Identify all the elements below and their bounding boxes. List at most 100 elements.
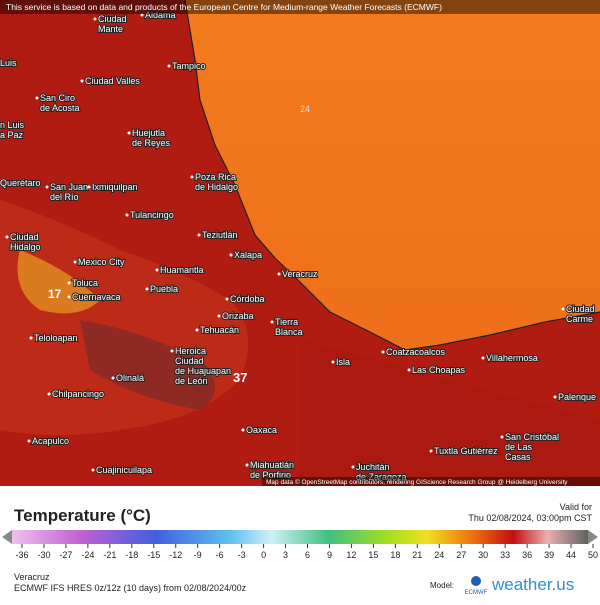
colorbar-tick-label: 30: [478, 550, 488, 560]
city-label: Tulancingo: [130, 210, 174, 220]
city-dot: [111, 376, 115, 380]
colorbar-tick-label: 27: [456, 550, 466, 560]
city-dot: [217, 314, 221, 318]
model: ECMWF: [465, 590, 488, 596]
city-label: Villahermosa: [486, 353, 538, 363]
city-dot: [190, 175, 194, 179]
location: Veracruz: [14, 572, 50, 582]
city-label: San Juan: [50, 182, 88, 192]
valid-time: Thu 02/08/2024, 03:00pm CST: [468, 513, 592, 523]
colorbar-tick-label: 12: [346, 550, 356, 560]
legend-title: Temperature (°C): [14, 506, 151, 525]
city-label: Querétaro: [0, 178, 41, 188]
valid-label: Valid for: [560, 502, 592, 512]
city-label: Tehuacán: [200, 325, 239, 335]
city-label: Ciudad: [175, 356, 204, 366]
city-dot: [170, 349, 174, 353]
city-label: Juchitán: [356, 462, 390, 472]
city-label: Luis: [0, 58, 17, 68]
city-label: Huamantla: [160, 265, 204, 275]
city-label: de Acosta: [40, 103, 80, 113]
city-label: Coatzacoalcos: [386, 347, 446, 357]
city-label: Veracruz: [282, 269, 318, 279]
colorbar-tick-label: -36: [15, 550, 28, 560]
colorbar-tick-label: -9: [194, 550, 202, 560]
city-dot: [73, 260, 77, 264]
city-label: Cuajinicuilapa: [96, 465, 152, 475]
colorbar-tick-label: 33: [500, 550, 510, 560]
city-label: Poza Rica: [195, 172, 236, 182]
colorbar-tick-label: 9: [327, 550, 332, 560]
colorbar-tick-label: 15: [368, 550, 378, 560]
city-dot: [225, 297, 229, 301]
city-label: Orizaba: [222, 311, 254, 321]
city-label: Teziutlán: [202, 230, 238, 240]
ecmwf-icon: [471, 576, 481, 586]
city-dot: [229, 253, 233, 257]
legend-panel: Temperature (°C) Valid for Thu 02/08/202…: [2, 502, 598, 596]
city-dot: [145, 287, 149, 291]
city-label: de Las: [505, 442, 533, 452]
city-dot: [167, 64, 171, 68]
city-label: Ciudad: [566, 304, 595, 314]
city-dot: [127, 131, 131, 135]
city-dot: [125, 213, 129, 217]
city-label: Córdoba: [230, 294, 265, 304]
city-label: Palenque: [558, 392, 596, 402]
city-dot: [351, 465, 355, 469]
city-label: n Luis: [0, 120, 25, 130]
city-dot: [93, 17, 97, 21]
city-label: Puebla: [150, 284, 178, 294]
city-dot: [553, 395, 557, 399]
model-run: ECMWF IFS HRES 0z/12z (10 days) from 02/…: [14, 583, 247, 593]
city-dot: [67, 281, 71, 285]
city-label: Miahuatlán: [250, 460, 294, 470]
city-dot: [80, 79, 84, 83]
contour-label: 37: [233, 370, 247, 385]
hot-zone: [80, 320, 215, 410]
city-label: San Ciro: [40, 93, 75, 103]
colorbar-tick-label: 44: [566, 550, 576, 560]
city-label: Mante: [98, 24, 123, 34]
banner-bg: [0, 0, 600, 14]
brand: weather.us: [491, 575, 574, 594]
city-dot: [91, 468, 95, 472]
colorbar-tick-label: -24: [81, 550, 94, 560]
city-label: de León: [175, 376, 208, 386]
city-label: Casas: [505, 452, 531, 462]
colorbar-tick-label: -18: [125, 550, 138, 560]
city-label: Aldama: [145, 10, 176, 20]
colorbar-tick-label: -12: [169, 550, 182, 560]
colorbar-tick-label: 6: [305, 550, 310, 560]
city-label: de Huajuapan: [175, 366, 231, 376]
city-label: Cuernavaca: [72, 292, 121, 302]
city-dot: [561, 307, 565, 311]
attribution-bg: [262, 477, 600, 486]
land-shade: [300, 340, 600, 486]
coastline: [184, 0, 600, 351]
city-dot: [27, 439, 31, 443]
city-dot: [195, 328, 199, 332]
city-label: del Río: [50, 192, 79, 202]
colorbar-tick-label: -27: [59, 550, 72, 560]
city-dot: [481, 356, 485, 360]
city-label: de Zaragoza: [356, 472, 407, 482]
city-label: de Hidalgo: [195, 182, 238, 192]
city-dot: [35, 96, 39, 100]
city-label: Toluca: [72, 278, 98, 288]
city-dot: [67, 295, 71, 299]
city-dot: [331, 360, 335, 364]
city-dot: [270, 320, 274, 324]
city-label: Ciudad: [98, 14, 127, 24]
city-dot: [197, 233, 201, 237]
colorbar-tick-label: 24: [434, 550, 444, 560]
city-label: Olinalá: [116, 373, 144, 383]
city-label: Acapulco: [32, 436, 69, 446]
city-label: Ciudad Valles: [85, 76, 140, 86]
cool-zone: [17, 250, 100, 314]
city-dot: [47, 392, 51, 396]
city-label: Heroica: [175, 346, 206, 356]
colorbar: [12, 530, 588, 544]
